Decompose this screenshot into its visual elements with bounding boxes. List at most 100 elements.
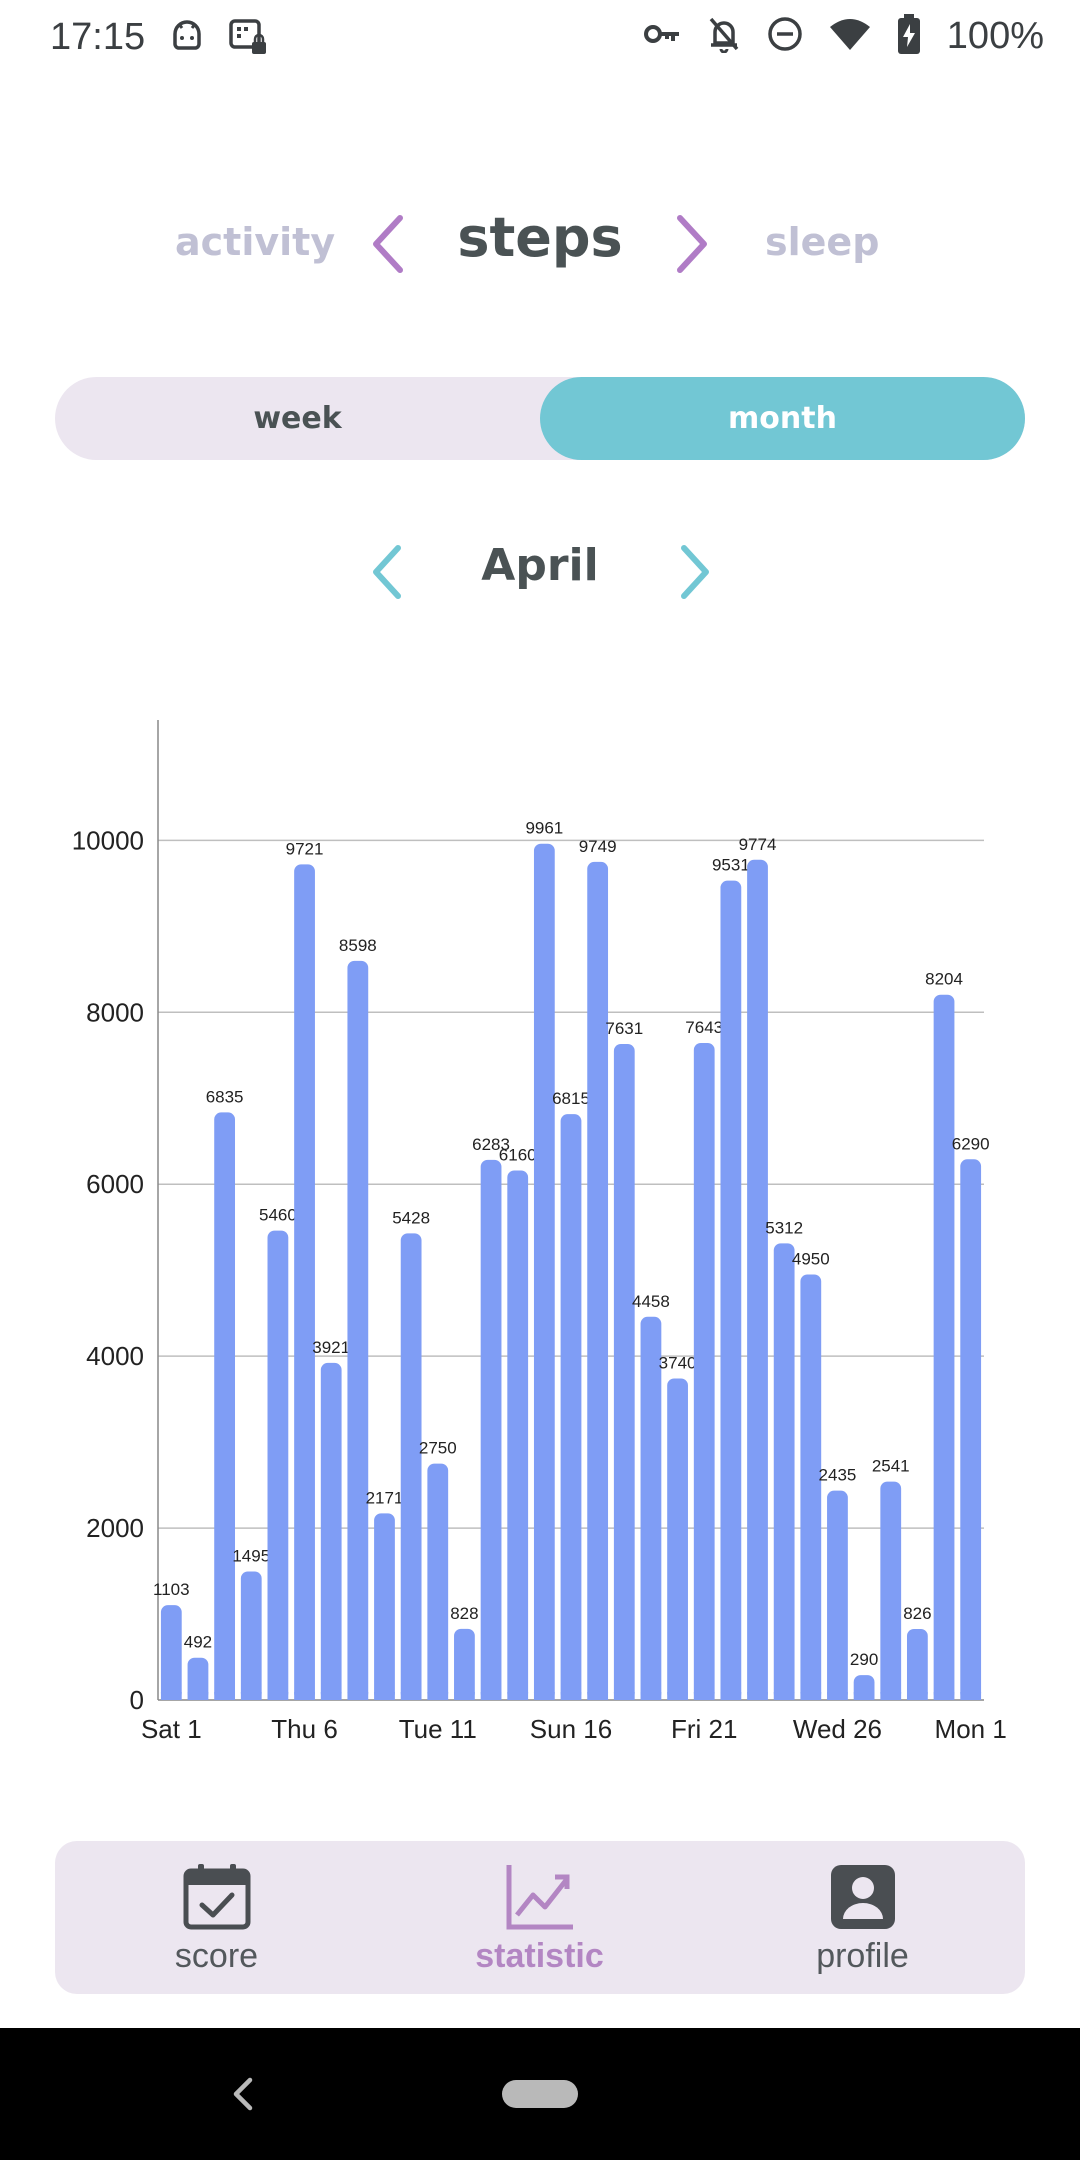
y-tick-label: 10000 (72, 825, 144, 855)
android-icon (170, 18, 204, 60)
bar-base (400, 1692, 422, 1700)
bar-base (240, 1692, 262, 1700)
bar (693, 1042, 715, 1700)
steps-bar-chart: 0 2000 4000 6000 8000 10000 1103 492 6835 1495 546… (0, 700, 1080, 1760)
bar-base (827, 1692, 848, 1700)
bar-base (214, 1692, 236, 1700)
x-tick-label: Thu 6 (271, 1714, 338, 1744)
bar (747, 859, 768, 1700)
bar-base (667, 1692, 688, 1700)
bar-base (427, 1692, 449, 1700)
bar-base (480, 1692, 502, 1700)
bar (400, 1233, 422, 1700)
bar-value-label: 828 (450, 1604, 478, 1623)
bar-base (587, 1692, 609, 1700)
bar-value-label: 9531 (712, 856, 750, 875)
bar (613, 1044, 635, 1700)
battery-charging-icon (897, 14, 921, 58)
prev-category-label[interactable]: activity (175, 220, 336, 264)
x-tick-label: Wed 26 (793, 1714, 882, 1744)
nav-item-score[interactable]: score (55, 1841, 378, 1994)
bar-base (160, 1692, 182, 1700)
bar (480, 1159, 502, 1700)
next-month-chevron-icon[interactable] (662, 540, 722, 604)
bar-base (880, 1692, 902, 1700)
bar-base (187, 1692, 209, 1700)
bar-base (560, 1692, 582, 1700)
bar-value-label: 4458 (632, 1292, 670, 1311)
bar (587, 861, 609, 1700)
bar-value-label: 9721 (286, 839, 324, 858)
status-bar: 17:15 (0, 0, 1080, 80)
bar-base (933, 1692, 955, 1700)
system-navigation-bar (0, 2028, 1080, 2160)
home-pill-button[interactable] (502, 2080, 578, 2108)
bar-base (640, 1692, 662, 1700)
nav-item-statistic[interactable]: statistic (378, 1841, 701, 1994)
bar (933, 994, 955, 1700)
bar-value-label: 6160 (499, 1145, 537, 1164)
bar (800, 1274, 822, 1700)
bar-value-label: 8204 (925, 970, 963, 989)
bar-value-label: 6290 (952, 1134, 990, 1153)
bar (960, 1159, 982, 1700)
bar-base (720, 1692, 742, 1700)
bar (240, 1571, 262, 1700)
chart-canvas: 0 2000 4000 6000 8000 10000 1103 492 6835 1495 546… (72, 720, 1007, 1744)
bar-value-label: 3740 (659, 1353, 697, 1372)
bar (533, 843, 555, 1700)
prev-month-chevron-icon[interactable] (360, 540, 420, 604)
current-category-title: steps (457, 206, 623, 269)
x-tick-label: Fri 21 (671, 1714, 737, 1744)
bar-base (374, 1692, 395, 1700)
bar-value-label: 2750 (419, 1439, 457, 1458)
bar-base (267, 1692, 289, 1700)
bar-value-label: 5428 (392, 1208, 430, 1227)
week-tab[interactable]: week (253, 401, 342, 436)
category-navigation: activity steps sleep (0, 200, 1080, 290)
chevron-right-icon[interactable] (658, 212, 718, 276)
bar (374, 1513, 395, 1700)
bar (880, 1481, 902, 1700)
bar-value-label: 6835 (206, 1087, 244, 1106)
chart-line-icon (505, 1863, 575, 1935)
month-navigation: April (0, 530, 1080, 610)
bar-base (747, 1692, 768, 1700)
back-icon[interactable] (224, 2072, 264, 2116)
bar-value-label: 9749 (579, 837, 617, 856)
bar-value-label: 9774 (739, 835, 777, 854)
x-tick-label: Tue 11 (399, 1714, 477, 1744)
bar-value-label: 826 (903, 1604, 931, 1623)
calendar-check-icon (182, 1863, 252, 1935)
nav-item-profile[interactable]: profile (701, 1841, 1024, 1994)
x-tick-label: Mon 1 (935, 1714, 1007, 1744)
bar (773, 1243, 795, 1700)
chevron-left-icon[interactable] (362, 212, 422, 276)
bar (827, 1490, 848, 1700)
bar-value-label: 8598 (339, 936, 377, 955)
next-category-label[interactable]: sleep (765, 220, 880, 264)
bar (427, 1463, 449, 1700)
bar-value-label: 1103 (153, 1580, 190, 1599)
bar-base (507, 1692, 529, 1700)
nav-label-statistic: statistic (475, 1937, 604, 1975)
bar-value-label: 290 (850, 1650, 878, 1669)
period-toggle: week month (55, 377, 1025, 460)
bar-base (294, 1692, 315, 1700)
bar (454, 1628, 475, 1700)
screen-lock-icon (228, 18, 268, 62)
bar (667, 1378, 688, 1700)
status-right-group: 100% (643, 14, 1044, 58)
bar-value-label: 2541 (872, 1457, 910, 1476)
month-label: April (481, 540, 599, 591)
do-not-disturb-icon (767, 16, 803, 56)
bar-value-label: 1495 (232, 1546, 270, 1565)
bar-value-label: 7631 (605, 1019, 643, 1038)
bar-base (906, 1692, 928, 1700)
bar-base (347, 1692, 369, 1700)
bar-value-label: 3921 (312, 1338, 350, 1357)
bar-value-label: 9961 (525, 819, 563, 838)
bar-base (613, 1692, 635, 1700)
bar (160, 1605, 182, 1700)
month-tab[interactable]: month (540, 377, 1025, 460)
